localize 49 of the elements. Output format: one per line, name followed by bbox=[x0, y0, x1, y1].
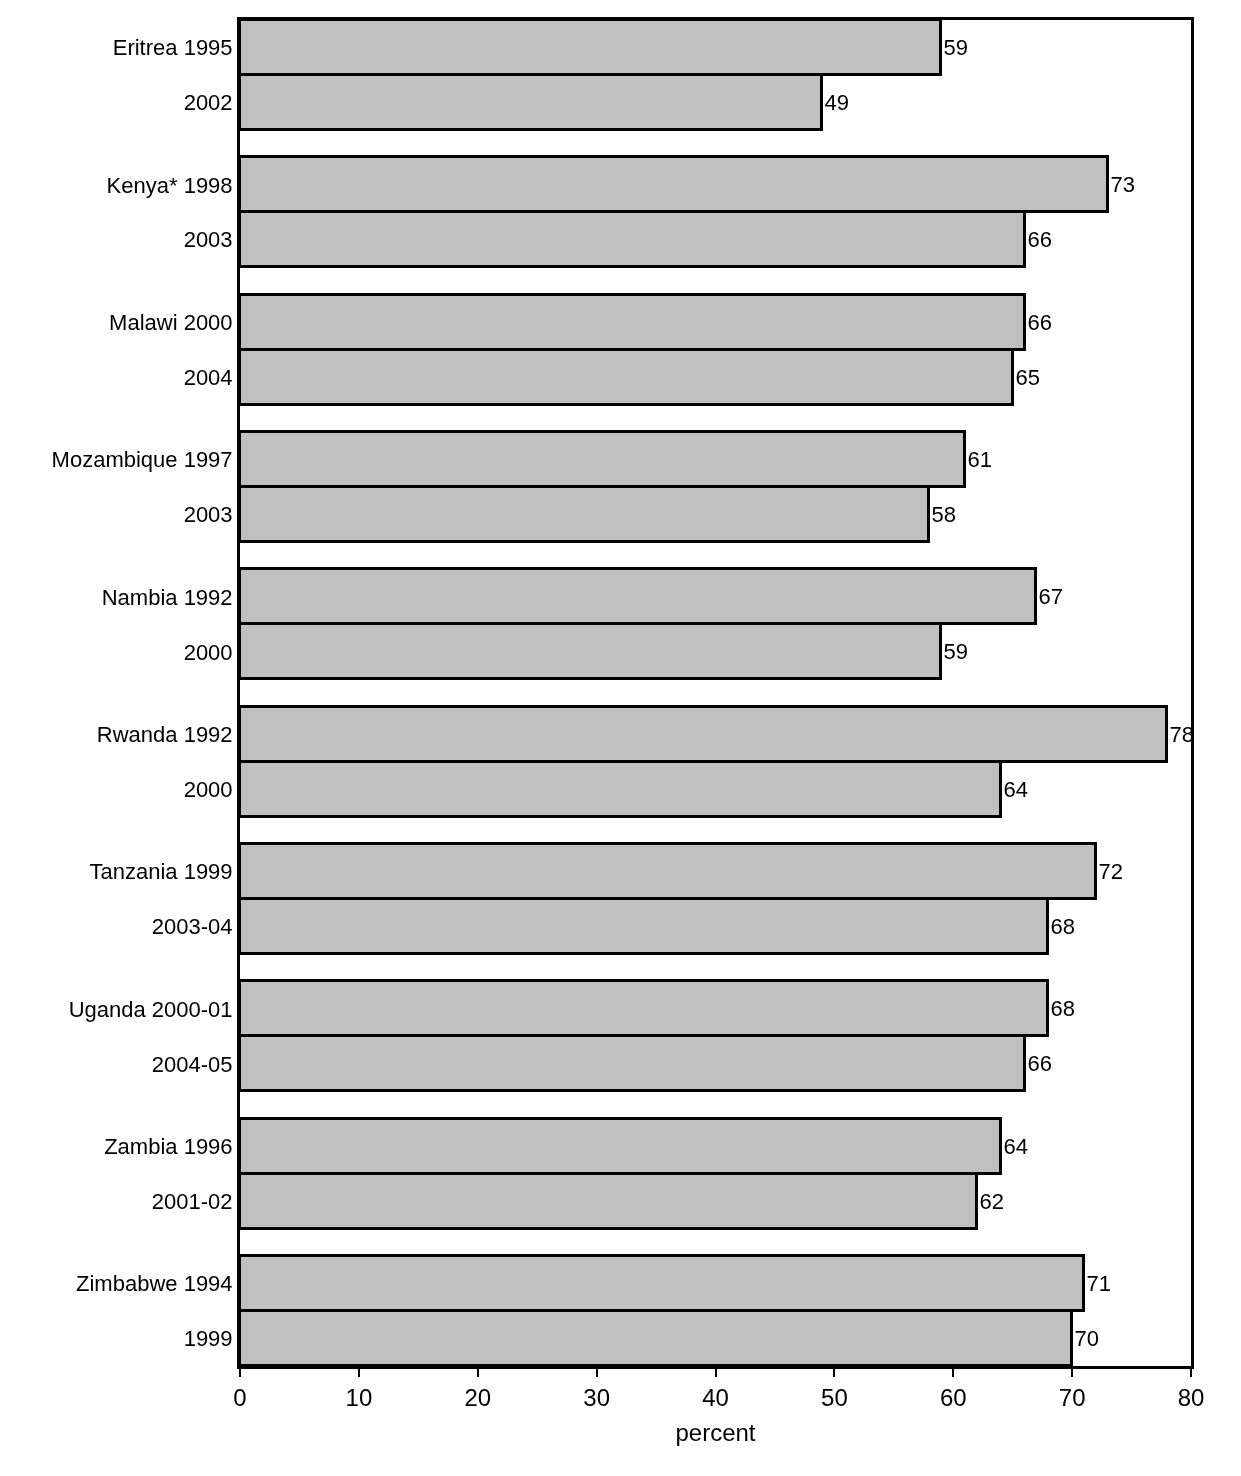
data-label: 62 bbox=[979, 1188, 1004, 1214]
x-tick-label: 70 bbox=[1058, 1383, 1086, 1411]
y-tick-label: 2004-05 bbox=[151, 1051, 233, 1077]
x-axis-title: percent bbox=[675, 1419, 756, 1447]
data-label: 65 bbox=[1015, 364, 1040, 390]
data-label: 66 bbox=[1027, 1050, 1052, 1076]
data-label: 67 bbox=[1038, 583, 1063, 609]
y-tick-label: Kenya* 1998 bbox=[106, 172, 233, 198]
y-tick-label: Uganda 2000-01 bbox=[68, 996, 233, 1022]
x-tick-label: 0 bbox=[233, 1383, 247, 1411]
data-label: 49 bbox=[824, 89, 849, 115]
y-tick-label: Eritrea 1995 bbox=[112, 35, 233, 61]
y-tick-label: Tanzania 1999 bbox=[89, 859, 233, 885]
x-tick-label: 80 bbox=[1177, 1383, 1205, 1411]
data-label: 68 bbox=[1050, 913, 1075, 939]
x-tick-label: 40 bbox=[702, 1383, 729, 1411]
y-tick-label: Rwanda 1992 bbox=[96, 721, 233, 747]
data-label: 66 bbox=[1027, 309, 1052, 335]
data-label: 58 bbox=[931, 501, 956, 527]
data-label: 68 bbox=[1050, 995, 1075, 1021]
data-label: 59 bbox=[943, 34, 968, 60]
y-tick-label: 2004 bbox=[183, 364, 233, 390]
data-label: 71 bbox=[1086, 1270, 1111, 1296]
data-label: 66 bbox=[1027, 226, 1052, 252]
x-tick-label: 60 bbox=[939, 1383, 967, 1411]
data-label: 73 bbox=[1110, 171, 1135, 197]
y-tick-label: 1999 bbox=[183, 1326, 233, 1352]
y-tick-label: Zimbabwe 1994 bbox=[76, 1271, 233, 1297]
y-tick-label: 2002 bbox=[183, 90, 233, 116]
y-tick-label: Nambia 1992 bbox=[101, 584, 233, 610]
x-tick-label: 10 bbox=[345, 1383, 373, 1411]
y-tick-label: 2003 bbox=[183, 227, 233, 253]
data-label: 61 bbox=[967, 446, 992, 472]
data-label: 72 bbox=[1098, 858, 1123, 884]
y-tick-label: Mozambique 1997 bbox=[51, 447, 233, 473]
y-tick-label: 2001-02 bbox=[151, 1188, 233, 1214]
y-tick-label: 2000 bbox=[183, 639, 233, 665]
y-tick-label: 2003-04 bbox=[151, 914, 233, 940]
x-tick-label: 50 bbox=[821, 1383, 848, 1411]
data-label: 64 bbox=[1003, 1133, 1028, 1159]
data-label: 59 bbox=[943, 638, 968, 664]
x-tick-label: 20 bbox=[464, 1383, 492, 1411]
y-tick-label: 2003 bbox=[183, 502, 233, 528]
y-tick-label: Malawi 2000 bbox=[109, 309, 233, 335]
data-label: 64 bbox=[1003, 776, 1028, 802]
x-tick-label: 30 bbox=[583, 1383, 610, 1411]
y-tick-label: 2000 bbox=[183, 776, 233, 802]
y-tick-label: Zambia 1996 bbox=[104, 1133, 233, 1159]
data-label: 70 bbox=[1074, 1325, 1099, 1351]
